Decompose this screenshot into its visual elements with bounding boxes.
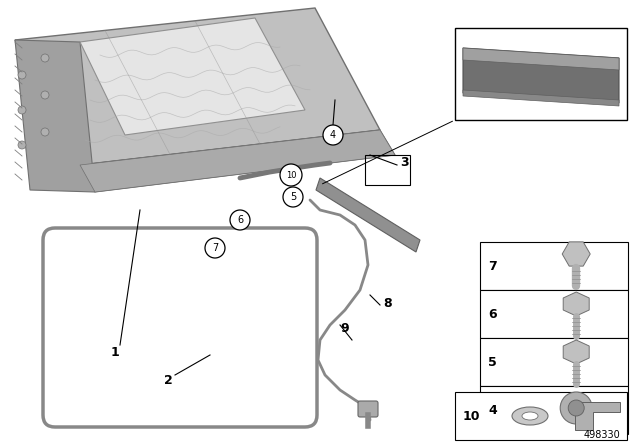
- Circle shape: [18, 71, 26, 79]
- Polygon shape: [80, 130, 395, 192]
- Circle shape: [41, 54, 49, 62]
- Polygon shape: [575, 402, 620, 430]
- Circle shape: [560, 392, 592, 424]
- Text: 7: 7: [212, 243, 218, 253]
- FancyBboxPatch shape: [480, 290, 628, 338]
- Polygon shape: [15, 40, 95, 192]
- FancyBboxPatch shape: [480, 386, 628, 434]
- Text: 3: 3: [400, 155, 408, 168]
- Polygon shape: [80, 130, 395, 192]
- Polygon shape: [463, 90, 619, 106]
- Polygon shape: [15, 8, 380, 165]
- Text: 2: 2: [164, 374, 172, 387]
- Text: 6: 6: [237, 215, 243, 225]
- Circle shape: [280, 164, 302, 186]
- Circle shape: [18, 141, 26, 149]
- FancyBboxPatch shape: [455, 28, 627, 120]
- Text: 6: 6: [488, 307, 497, 320]
- Circle shape: [205, 238, 225, 258]
- Text: 10: 10: [285, 171, 296, 180]
- Circle shape: [18, 106, 26, 114]
- Circle shape: [230, 210, 250, 230]
- Text: 1: 1: [111, 345, 120, 358]
- Ellipse shape: [522, 412, 538, 420]
- Circle shape: [568, 400, 584, 416]
- Polygon shape: [563, 292, 589, 316]
- Text: 7: 7: [488, 259, 497, 272]
- FancyBboxPatch shape: [480, 338, 628, 386]
- FancyBboxPatch shape: [358, 401, 378, 417]
- Polygon shape: [463, 48, 619, 70]
- Polygon shape: [80, 18, 305, 135]
- Circle shape: [41, 91, 49, 99]
- Text: 498330: 498330: [583, 430, 620, 440]
- Circle shape: [283, 187, 303, 207]
- Text: 5: 5: [488, 356, 497, 369]
- Polygon shape: [562, 242, 590, 266]
- Ellipse shape: [512, 407, 548, 425]
- Text: 9: 9: [340, 322, 349, 335]
- Text: 5: 5: [290, 192, 296, 202]
- FancyBboxPatch shape: [480, 242, 628, 290]
- Text: 8: 8: [383, 297, 392, 310]
- Polygon shape: [316, 178, 420, 252]
- Text: 4: 4: [330, 130, 336, 140]
- Polygon shape: [563, 340, 589, 364]
- FancyBboxPatch shape: [455, 392, 627, 440]
- Text: 10: 10: [463, 409, 481, 422]
- Text: 4: 4: [488, 404, 497, 417]
- Circle shape: [41, 128, 49, 136]
- Circle shape: [323, 125, 343, 145]
- Polygon shape: [463, 48, 619, 103]
